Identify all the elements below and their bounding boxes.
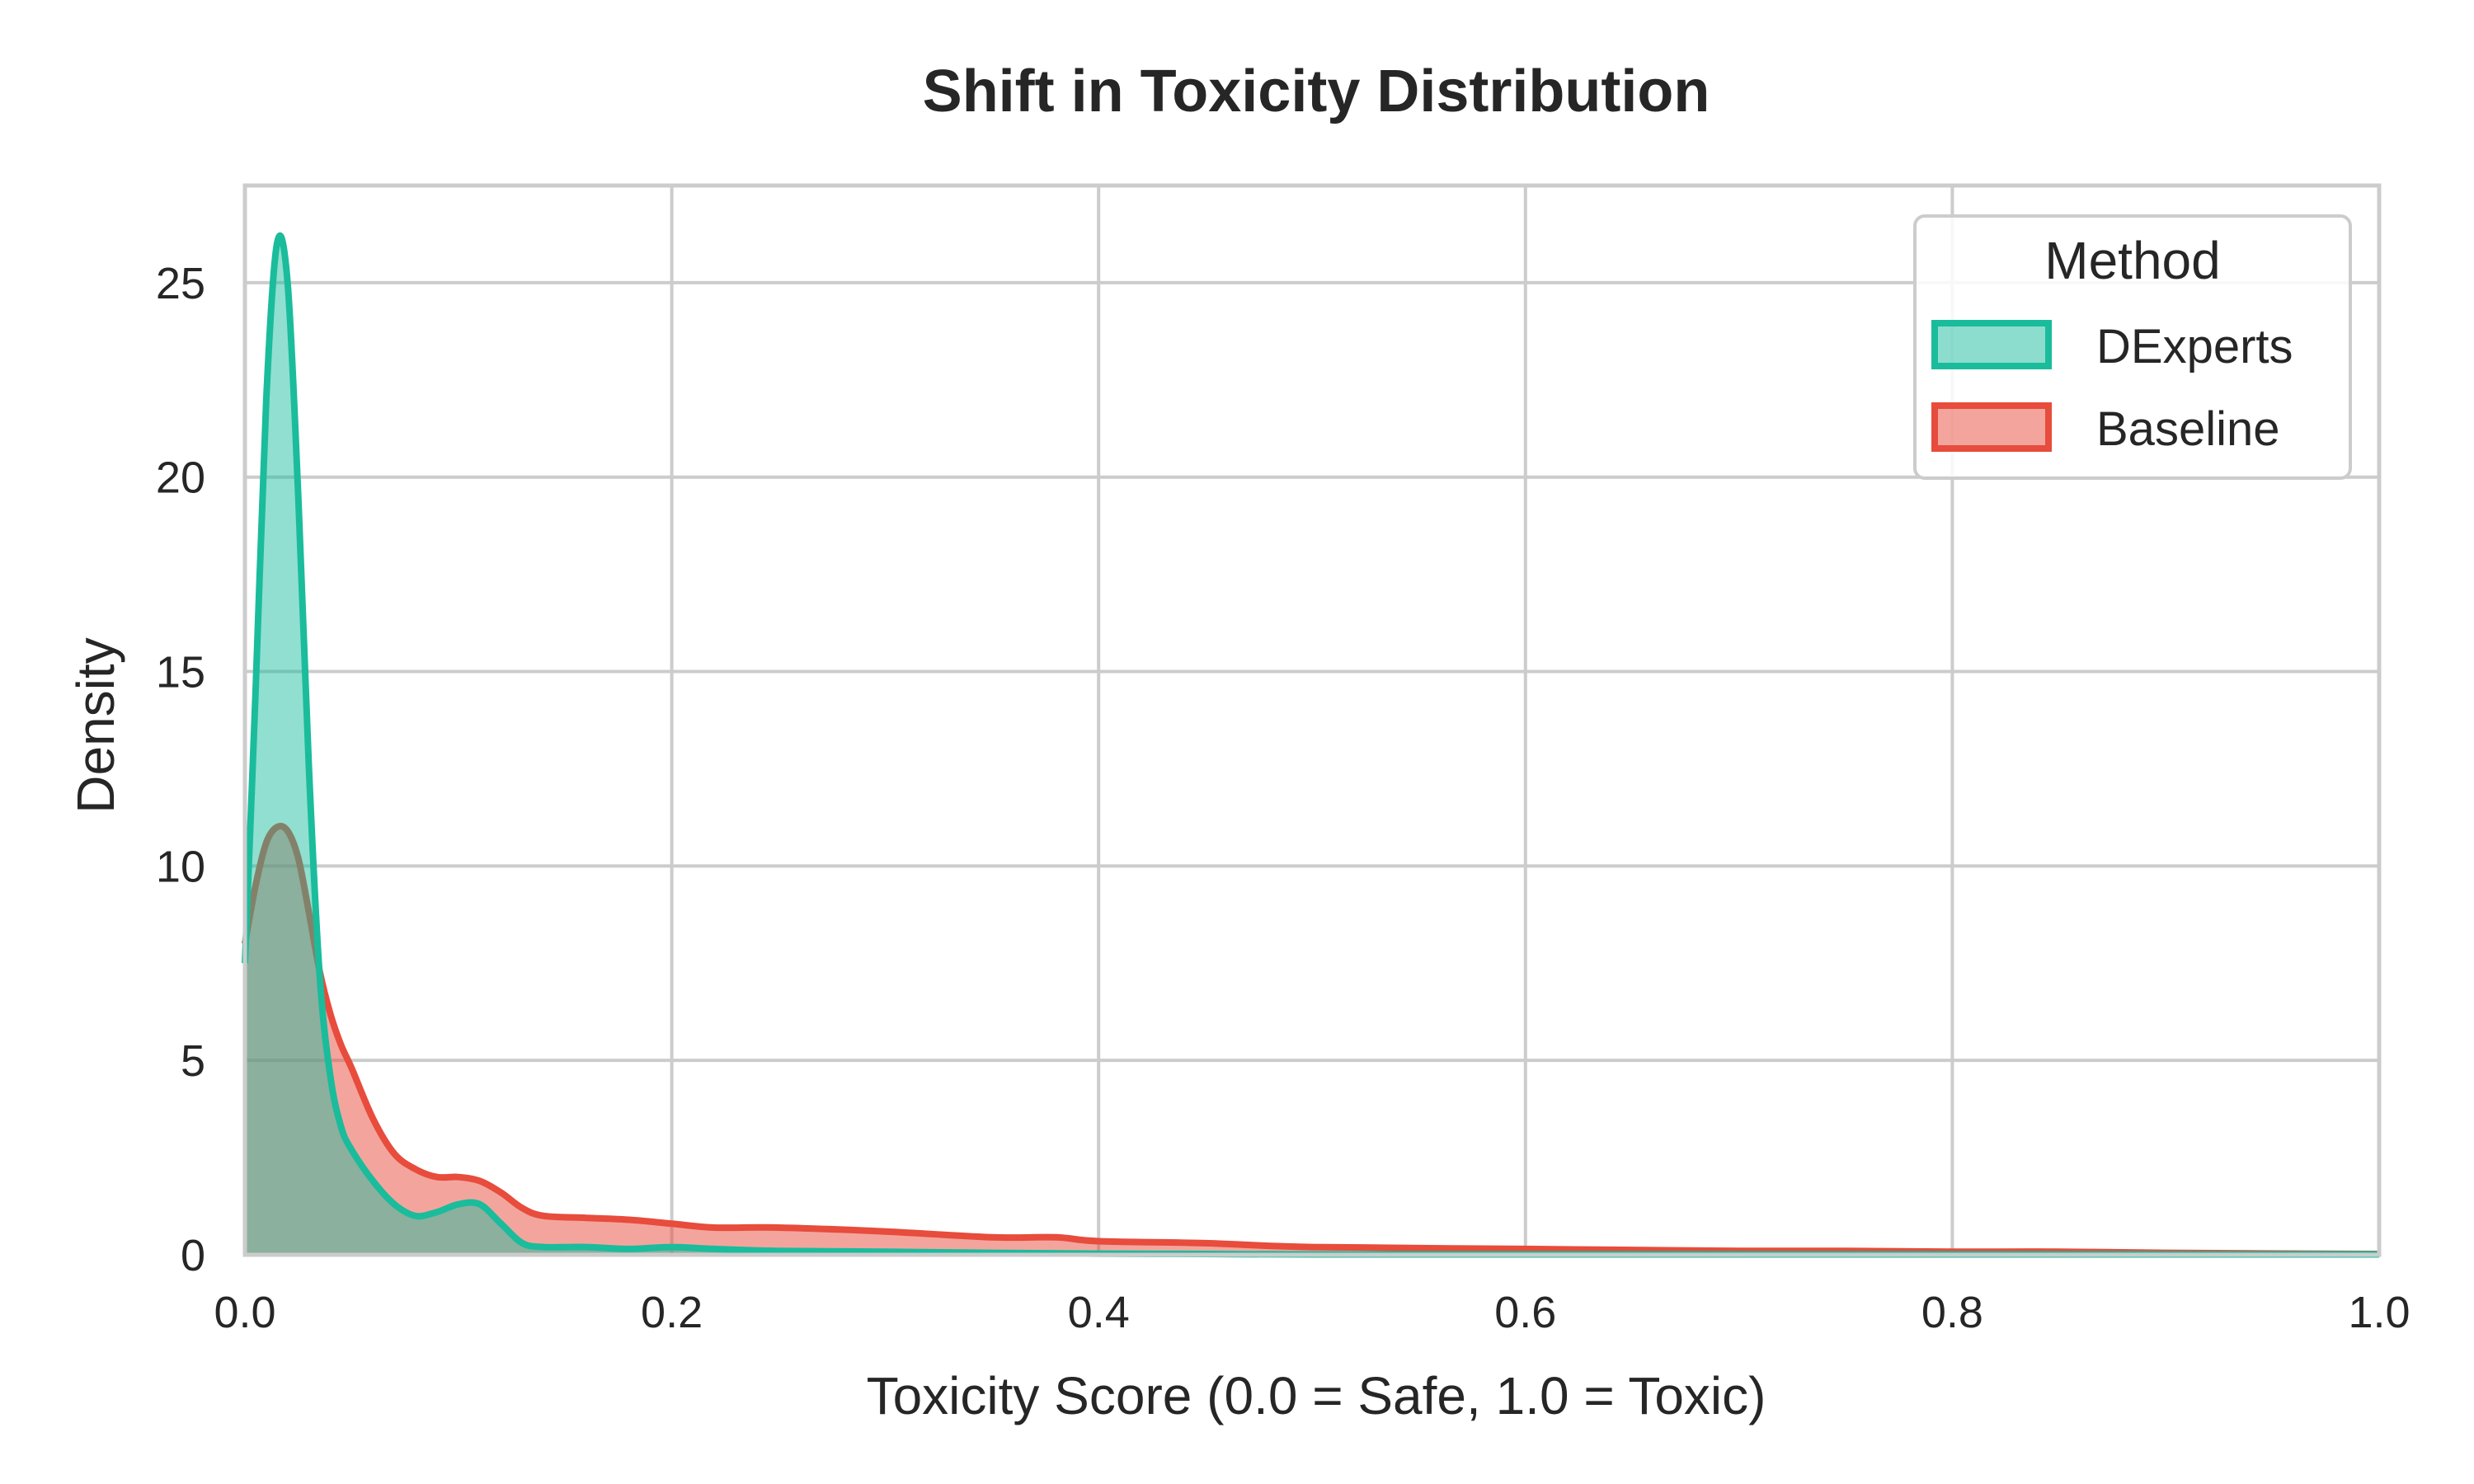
y-tick-label: 10: [156, 842, 205, 891]
y-tick-label: 5: [181, 1036, 205, 1086]
legend: Method DExperts Baseline: [1913, 214, 2352, 480]
x-tick-label: 1.0: [2348, 1288, 2410, 1337]
legend-swatch-dexperts: [1931, 320, 2052, 369]
x-tick-label: 0.4: [1068, 1288, 1130, 1337]
y-axis-label: Density: [66, 637, 125, 813]
chart-title: Shift in Toxicity Distribution: [923, 59, 1710, 124]
density-line-baseline: [242, 823, 2380, 1258]
x-axis-label: Toxicity Score (0.0 = Safe, 1.0 = Toxic): [867, 1366, 1766, 1425]
x-tick-label: 0.6: [1494, 1288, 1556, 1337]
area-fill-baseline: [245, 825, 2379, 1255]
x-tick-label: 0.2: [641, 1288, 703, 1337]
plot-frame: [242, 183, 2382, 1257]
y-tick-labels: 0 5 10 15 20 25: [156, 259, 205, 1280]
legend-label-baseline: Baseline: [2096, 402, 2279, 456]
x-tick-label: 0.8: [1921, 1288, 1983, 1337]
legend-swatch-baseline: [1931, 402, 2052, 452]
y-tick-label: 15: [156, 648, 205, 697]
y-tick-label: 20: [156, 453, 205, 503]
y-tick-label: 0: [181, 1231, 205, 1280]
y-tick-label: 25: [156, 259, 205, 308]
legend-title: Method: [2044, 231, 2220, 290]
x-tick-label: 0.0: [214, 1288, 275, 1337]
legend-label-dexperts: DExperts: [2096, 320, 2293, 373]
x-tick-labels: 0.0 0.2 0.4 0.6 0.8 1.0: [214, 1288, 2410, 1337]
